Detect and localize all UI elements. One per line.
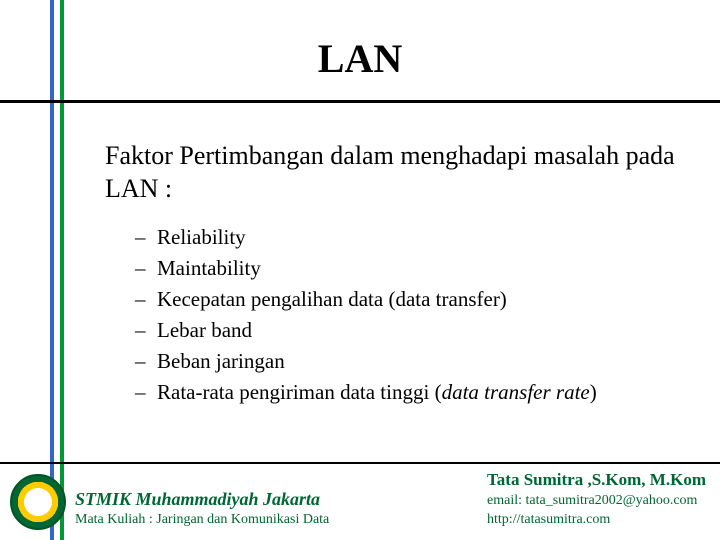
footer-course: Mata Kuliah : Jaringan dan Komunikasi Da… <box>75 511 329 530</box>
list-item: –Lebar band <box>135 318 695 343</box>
title-divider <box>0 100 720 103</box>
footer-right: Tata Sumitra ,S.Kom, M.Kom email: tata_s… <box>487 469 706 530</box>
bullet-text: Reliability <box>157 225 246 250</box>
bullet-text: Maintability <box>157 256 261 281</box>
bullet-text: Lebar band <box>157 318 252 343</box>
footer-left: STMIK Muhammadiyah Jakarta Mata Kuliah :… <box>75 487 329 530</box>
bullet-text: Kecepatan pengalihan data (data transfer… <box>157 287 507 312</box>
bullet-text: Rata-rata pengiriman data tinggi (data t… <box>157 380 597 405</box>
slide-title: LAN <box>0 35 720 82</box>
list-item: –Maintability <box>135 256 695 281</box>
footer-name: Tata Sumitra ,S.Kom, M.Kom <box>487 469 706 492</box>
list-item: –Reliability <box>135 225 695 250</box>
logo-icon <box>10 474 66 530</box>
bullet-text: Beban jaringan <box>157 349 285 374</box>
subtitle: Faktor Pertimbangan dalam menghadapi mas… <box>105 140 685 205</box>
footer: STMIK Muhammadiyah Jakarta Mata Kuliah :… <box>0 462 720 540</box>
footer-email: email: tata_sumitra2002@yahoo.com <box>487 492 706 511</box>
list-item: –Beban jaringan <box>135 349 695 374</box>
bullet-list: –Reliability –Maintability –Kecepatan pe… <box>135 225 695 411</box>
footer-site: http://tatasumitra.com <box>487 511 706 530</box>
footer-org: STMIK Muhammadiyah Jakarta <box>75 487 329 511</box>
list-item: –Rata-rata pengiriman data tinggi (data … <box>135 380 695 405</box>
list-item: –Kecepatan pengalihan data (data transfe… <box>135 287 695 312</box>
